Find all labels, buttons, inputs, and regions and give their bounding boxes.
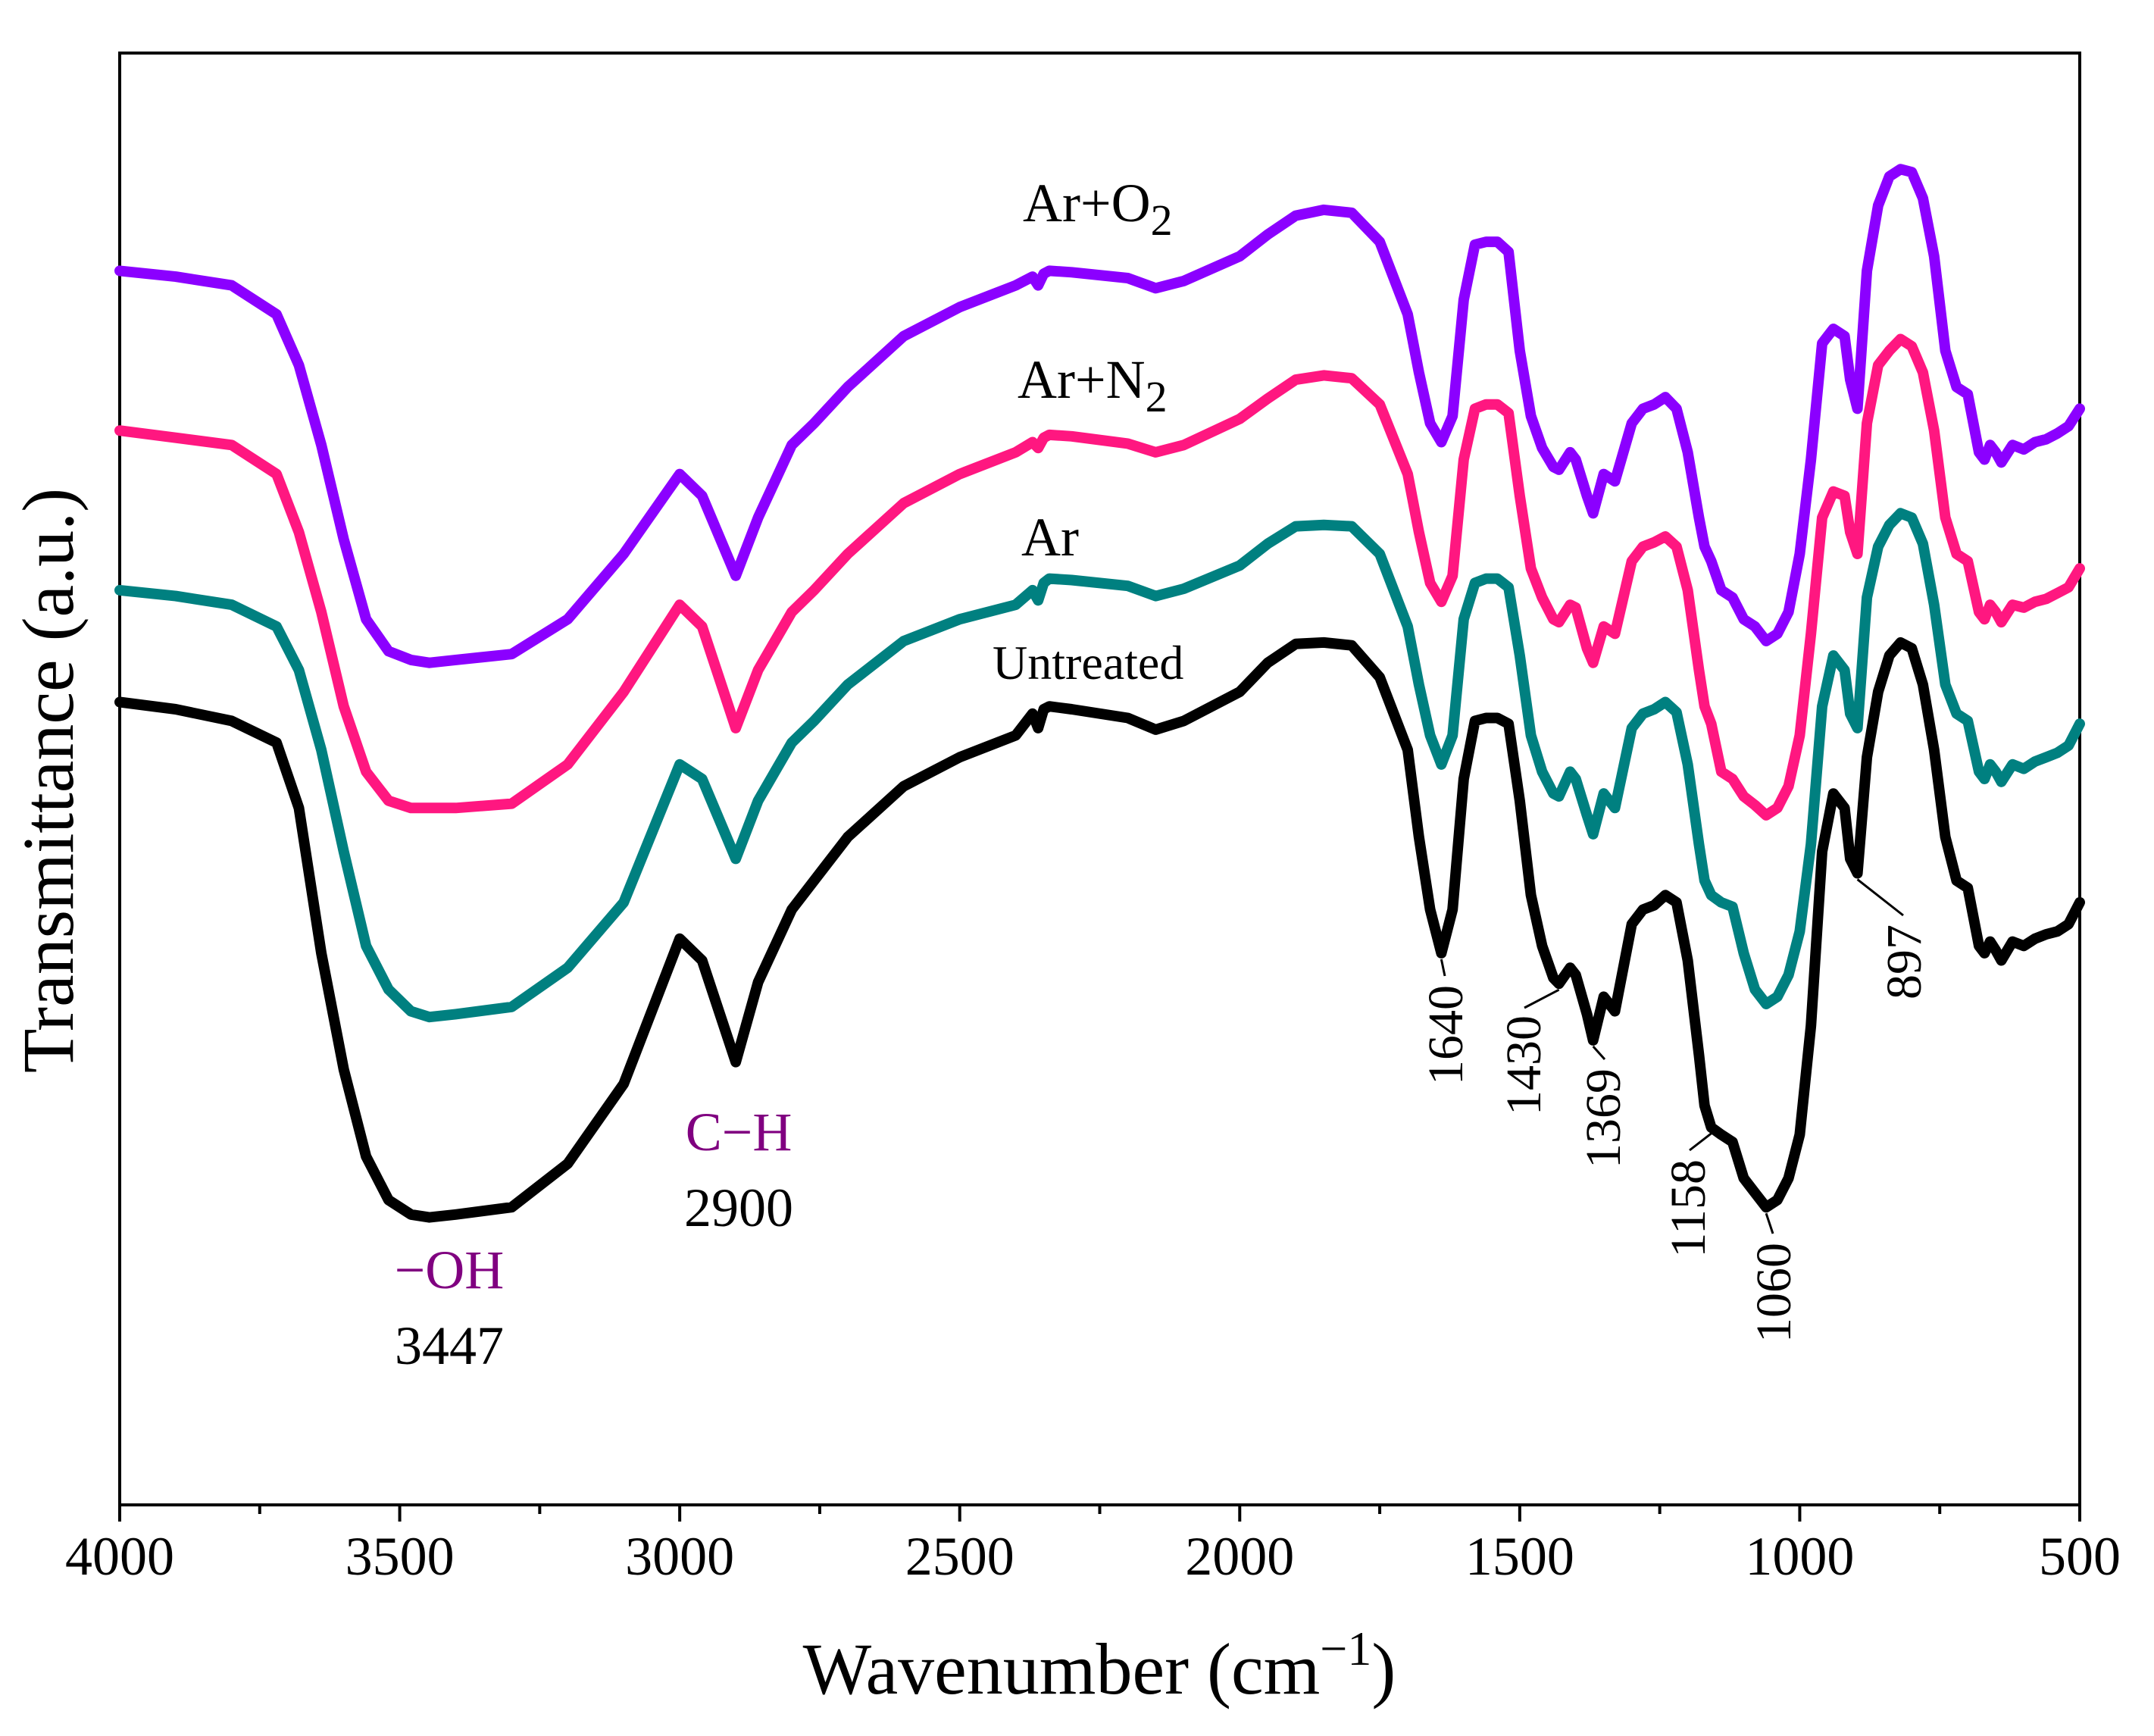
x-axis-ticks: 4000 3500 3000 2500 2000 1500 1000 500: [65, 1505, 2121, 1587]
x-tick-label: 500: [2039, 1526, 2121, 1587]
peak-label-1640: 1640: [1418, 985, 1474, 1085]
peak-label-897: 897: [1877, 924, 1932, 999]
peak-leader-line: [1440, 959, 1446, 977]
peak-leader-line: [1765, 1212, 1774, 1234]
series-line-ar-o2: [114, 164, 2085, 668]
x-tick-label: 3500: [345, 1526, 455, 1587]
x-tick-label: 3000: [625, 1526, 734, 1587]
series-group: [114, 164, 2085, 1223]
annotation-oh: −OH: [395, 1240, 505, 1300]
label-ar-n2: Ar+N2: [1018, 349, 1168, 421]
series-line-ar-n2: [114, 333, 2085, 821]
x-tick-label: 4000: [65, 1526, 174, 1587]
peak-label-1369: 1369: [1576, 1068, 1631, 1168]
peak-label-1158: 1158: [1661, 1159, 1716, 1258]
label-ar: Ar: [1021, 507, 1079, 568]
annotation-ch-value: 2900: [684, 1178, 793, 1238]
label-untreated: Untreated: [993, 636, 1183, 690]
peak-leader-line: [1592, 1045, 1606, 1061]
annotation-oh-value: 3447: [395, 1315, 504, 1376]
peak-leaders: [1440, 878, 1904, 1234]
x-axis-title: Wavenumber (cm−1): [803, 1622, 1396, 1709]
series-line-ar: [114, 508, 2085, 1023]
peak-leader-line: [1524, 988, 1560, 1009]
x-tick-label: 2000: [1185, 1526, 1294, 1587]
series-line-untreated: [114, 637, 2085, 1223]
peak-label-1060: 1060: [1746, 1243, 1802, 1343]
x-tick-label: 1500: [1465, 1526, 1574, 1587]
x-tick-label: 1000: [1745, 1526, 1854, 1587]
peak-leader-line: [1689, 1132, 1712, 1152]
annotation-ch: C−H: [686, 1102, 793, 1162]
peak-label-1430: 1430: [1496, 1015, 1552, 1115]
x-tick-label: 2500: [905, 1526, 1014, 1587]
label-ar-o2: Ar+O2: [1023, 173, 1173, 245]
peak-leader-line: [1856, 878, 1904, 917]
y-axis-title: Transmittance (a.u.): [8, 488, 89, 1073]
